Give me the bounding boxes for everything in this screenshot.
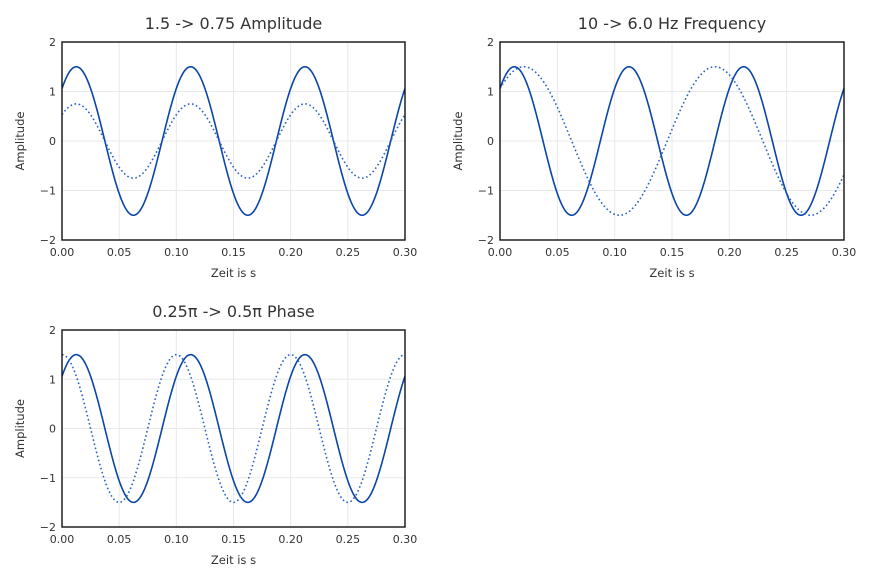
y-tick-label: −1: [478, 185, 494, 198]
y-tick-label: 2: [49, 324, 56, 337]
x-tick-label: 0.05: [545, 246, 570, 259]
subplot-3: 0.00 0.05 0.10 0.15 0.20 0.25 0.30 −2 −1 0 1 2 0.25π…: [13, 302, 417, 567]
y-tick-label: 0: [49, 423, 56, 436]
y-tick-label: −1: [40, 472, 56, 485]
x-tick-label: 0.00: [488, 246, 513, 259]
y-tick-label: 2: [487, 36, 494, 49]
series-line-dotted: [500, 65, 844, 217]
series-line-solid: [500, 65, 844, 217]
subplot-1: 0.00 0.05 0.10 0.15 0.20 0.25 0.30 −2 −1 0 1 2 1.5 -…: [13, 14, 417, 280]
x-tick-label: 0.20: [278, 533, 303, 546]
axes-frame: [61, 329, 406, 528]
x-axis-label: Zeit is s: [211, 553, 256, 567]
x-tick-label: 0.00: [50, 246, 75, 259]
x-tick-label: 0.25: [336, 533, 361, 546]
subplot-title: 10 -> 6.0 Hz Frequency: [578, 14, 766, 33]
x-tick-label: 0.15: [660, 246, 685, 259]
x-tick-label: 0.10: [164, 533, 189, 546]
x-tick-label: 0.25: [336, 246, 361, 259]
y-axis-label: Amplitude: [451, 112, 465, 171]
subplot-2: 0.00 0.05 0.10 0.15 0.20 0.25 0.30 −2 −1 0 1 2 10 ->…: [451, 14, 856, 280]
x-tick-label: 0.05: [107, 246, 132, 259]
x-tick-label: 0.30: [393, 533, 418, 546]
x-tick-label: 0.25: [774, 246, 799, 259]
y-tick-label: −2: [478, 234, 494, 247]
x-tick-label: 0.10: [602, 246, 627, 259]
y-tick-label: 0: [49, 135, 56, 148]
x-tick-label: 0.00: [50, 533, 75, 546]
series-line-solid: [62, 353, 405, 504]
x-axis-label: Zeit is s: [211, 266, 256, 280]
y-tick-label: −2: [40, 234, 56, 247]
axes-frame: [499, 41, 845, 241]
y-tick-label: 1: [49, 373, 56, 386]
x-tick-label: 0.05: [107, 533, 132, 546]
y-tick-label: 2: [49, 36, 56, 49]
subplot-title: 1.5 -> 0.75 Amplitude: [145, 14, 323, 33]
series-line-dotted: [62, 353, 405, 504]
y-tick-label: −2: [40, 521, 56, 534]
x-axis-label: Zeit is s: [649, 266, 694, 280]
x-tick-label: 0.20: [717, 246, 742, 259]
subplot-title: 0.25π -> 0.5π Phase: [152, 302, 315, 321]
y-tick-label: 0: [487, 135, 494, 148]
x-tick-label: 0.20: [278, 246, 303, 259]
y-axis-label: Amplitude: [13, 399, 27, 458]
y-tick-label: −1: [40, 185, 56, 198]
x-tick-label: 0.15: [221, 533, 246, 546]
axes-frame: [61, 41, 406, 241]
series-line-dotted: [62, 103, 405, 179]
y-axis-label: Amplitude: [13, 112, 27, 171]
x-tick-label: 0.15: [221, 246, 246, 259]
series-line-solid: [62, 65, 405, 217]
x-tick-label: 0.30: [393, 246, 418, 259]
y-tick-label: 1: [487, 86, 494, 99]
x-tick-label: 0.10: [164, 246, 189, 259]
y-tick-label: 1: [49, 86, 56, 99]
x-tick-label: 0.30: [832, 246, 857, 259]
